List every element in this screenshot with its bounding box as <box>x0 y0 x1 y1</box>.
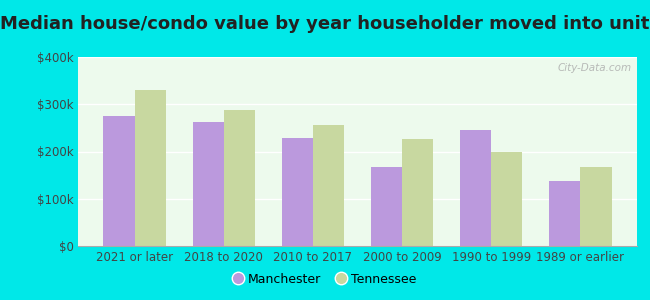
Bar <box>491 152 523 246</box>
Bar <box>402 139 434 246</box>
Bar <box>549 181 580 246</box>
Text: Median house/condo value by year householder moved into unit: Median house/condo value by year househo… <box>0 15 650 33</box>
Bar <box>281 138 313 246</box>
Text: City-Data.com: City-Data.com <box>557 63 631 73</box>
Legend: Manchester, Tennessee: Manchester, Tennessee <box>228 268 422 291</box>
Bar <box>460 130 491 246</box>
Bar <box>313 124 344 246</box>
Bar <box>224 110 255 246</box>
Bar <box>135 90 166 246</box>
Bar <box>371 167 402 246</box>
Bar <box>103 116 135 246</box>
Bar <box>580 167 612 246</box>
Bar <box>192 122 224 246</box>
